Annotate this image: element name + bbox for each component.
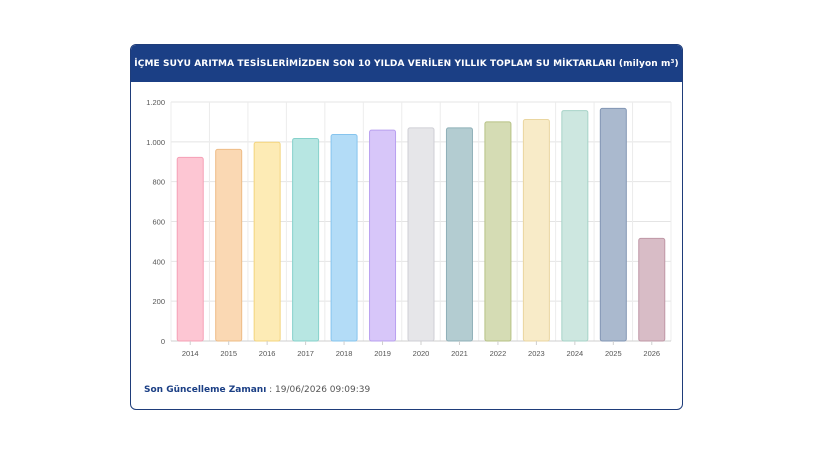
x-tick-label: 2024 <box>567 349 584 358</box>
y-tick-label: 1.000 <box>146 138 165 147</box>
bar-2016 <box>253 141 281 342</box>
x-tick-label: 2022 <box>490 349 507 358</box>
bar-2015 <box>215 148 243 342</box>
x-tick-label: 2020 <box>413 349 430 358</box>
x-tick-label: 2015 <box>220 349 237 358</box>
y-tick-label: 1.200 <box>146 98 165 107</box>
bar-2014 <box>176 156 204 342</box>
bar-2017 <box>292 137 320 342</box>
y-tick-label: 0 <box>161 337 165 346</box>
bar-2025 <box>599 107 627 342</box>
bar-chart: 0 200 400 600 800 1.000 1.200 2014 2015 2016 2017 2… <box>146 98 672 358</box>
bar-2024 <box>561 110 589 342</box>
chart-title: İÇME SUYU ARITMA TESİSLERİMİZDEN SON 10 … <box>131 45 682 82</box>
x-tick-label: 2023 <box>528 349 545 358</box>
x-tick-label: 2017 <box>297 349 314 358</box>
bar-2020 <box>407 127 435 342</box>
y-tick-label: 200 <box>152 297 165 306</box>
bar-2026 <box>638 237 666 342</box>
last-update: Son Güncelleme Zamanı : 19/06/2026 09:09… <box>144 385 370 395</box>
x-tick-label: 2019 <box>374 349 391 358</box>
bar-2022 <box>484 121 512 342</box>
last-update-label: Son Güncelleme Zamanı <box>144 385 267 395</box>
x-tick-label: 2018 <box>336 349 353 358</box>
last-update-separator: : <box>266 385 276 395</box>
bar-2021 <box>445 127 473 342</box>
chart-area: 0 200 400 600 800 1.000 1.200 2014 2015 2016 2017 2… <box>131 82 682 382</box>
bar-2019 <box>369 129 397 342</box>
x-tick-label: 2014 <box>182 349 199 358</box>
x-tick-label: 2016 <box>259 349 276 358</box>
y-tick-label: 400 <box>152 257 165 266</box>
bar-2018 <box>330 133 358 342</box>
y-tick-label: 800 <box>152 178 165 187</box>
bar-2023 <box>522 119 550 342</box>
x-tick-label: 2021 <box>451 349 468 358</box>
y-tick-label: 600 <box>152 218 165 227</box>
last-update-value: 19/06/2026 09:09:39 <box>275 385 371 395</box>
chart-card: İÇME SUYU ARITMA TESİSLERİMİZDEN SON 10 … <box>130 44 683 410</box>
x-tick-label: 2025 <box>605 349 622 358</box>
x-tick-label: 2026 <box>643 349 660 358</box>
